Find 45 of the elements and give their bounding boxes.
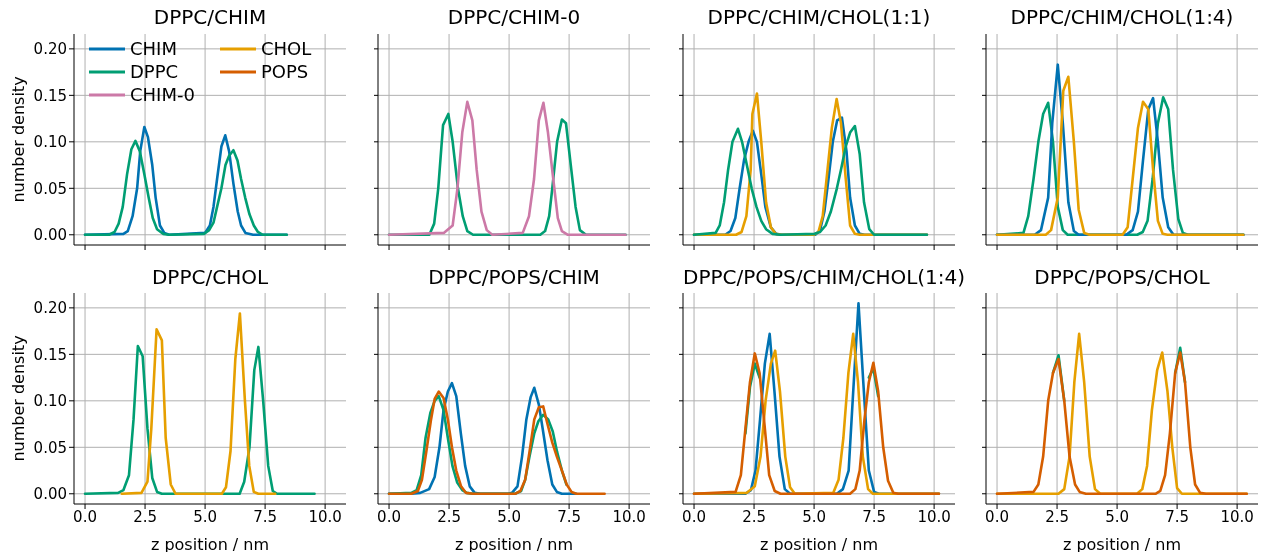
- x-tick-label: 2.5: [1045, 507, 1069, 526]
- x-tick-label: 7.5: [253, 507, 278, 526]
- y-tick-label: 0.00: [33, 485, 67, 504]
- text: POPS: [260, 61, 309, 82]
- y-tick-label: 0.20: [33, 40, 67, 59]
- chart-title: DPPC/POPS/CHIM: [427, 265, 601, 289]
- y-tick-label: 0.10: [33, 133, 67, 152]
- y-axis-title: number density: [8, 335, 28, 462]
- x-tick-label: 0.0: [682, 507, 706, 526]
- x-tick-label: 10.0: [1220, 507, 1254, 526]
- y-axis-title: number density: [8, 76, 28, 203]
- x-tick-label: 0.0: [73, 507, 97, 526]
- x-tick-label: 10.0: [917, 507, 951, 526]
- x-tick-label: 7.5: [1165, 507, 1190, 526]
- y-tick-label: 0.15: [33, 345, 67, 364]
- chart-title: DPPC/CHIM-0: [446, 5, 582, 29]
- x-tick-label: 10.0: [308, 507, 342, 526]
- chart-title: DPPC/POPS/CHOL: [1033, 265, 1211, 289]
- chart-title: DPPC/CHIM: [152, 5, 268, 29]
- x-tick-label: 5.0: [802, 507, 827, 526]
- text: CHIM-0: [130, 84, 195, 105]
- x-tick-label: 7.5: [862, 507, 887, 526]
- text: CHOL: [260, 38, 312, 59]
- x-tick-label: 0.0: [377, 507, 401, 526]
- y-tick-label: 0.10: [33, 392, 67, 411]
- chart-title: DPPC/CHIM/CHOL(1:4): [1009, 5, 1235, 29]
- x-tick-label: 2.5: [437, 507, 461, 526]
- chart-title: DPPC/CHIM/CHOL(1:1): [706, 5, 932, 29]
- y-tick-label: 0.05: [33, 179, 67, 198]
- y-tick-label: 0.05: [33, 438, 67, 457]
- x-tick-label: 7.5: [557, 507, 582, 526]
- legend-label: DPPC: [130, 61, 179, 82]
- chart-title: DPPC/CHOL: [150, 265, 270, 289]
- x-tick-label: 0.0: [985, 507, 1009, 526]
- x-tick-label: 2.5: [133, 507, 157, 526]
- x-tick-label: 10.0: [612, 507, 646, 526]
- x-tick-label: 5.0: [1105, 507, 1130, 526]
- x-tick-label: 5.0: [193, 507, 218, 526]
- chart-title: DPPC/POPS/CHIM/CHOL(1:4): [683, 265, 966, 289]
- y-tick-label: 0.00: [33, 226, 67, 245]
- legend-label: CHIM: [130, 38, 177, 59]
- y-tick-label: 0.15: [33, 86, 67, 105]
- x-tick-label: 2.5: [742, 507, 766, 526]
- y-tick-label: 0.20: [33, 299, 67, 318]
- x-tick-label: 5.0: [497, 507, 522, 526]
